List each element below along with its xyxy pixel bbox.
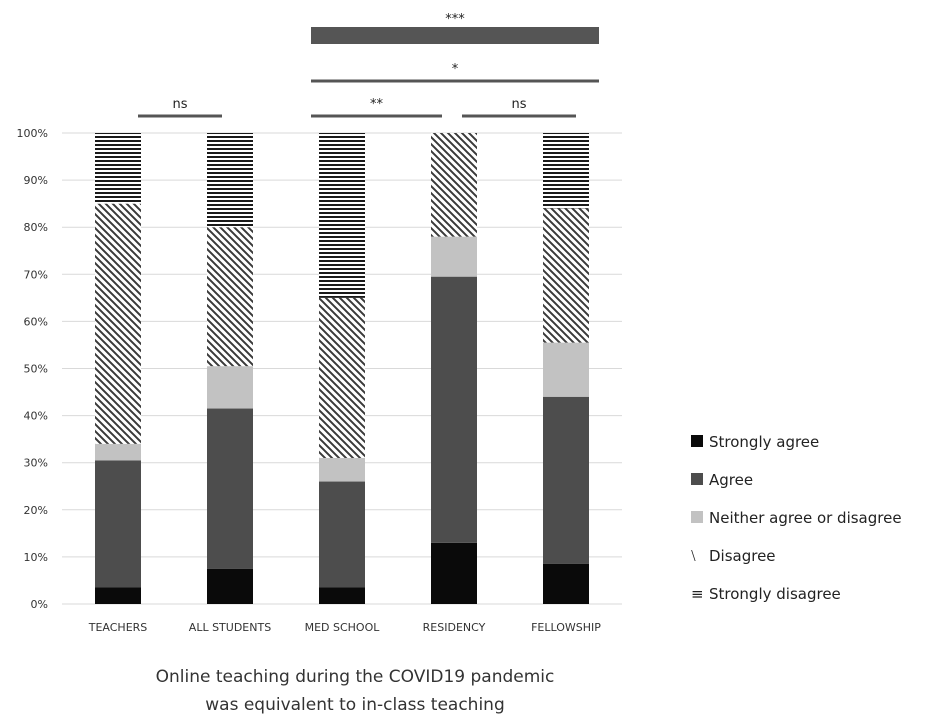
y-tick-label: 50% xyxy=(24,363,48,376)
bar-segment-strongly-disagree xyxy=(207,133,253,228)
significance-label: ns xyxy=(511,97,526,112)
bar-segment-agree xyxy=(319,481,365,588)
legend-swatch xyxy=(691,511,703,523)
bar-segment-neither-agree-or-disagree xyxy=(207,366,253,409)
y-tick-label: 30% xyxy=(24,457,48,470)
bar-segment-disagree xyxy=(431,133,477,237)
bar-segment-neither-agree-or-disagree xyxy=(543,342,589,397)
y-tick-label: 60% xyxy=(24,315,48,328)
y-tick-label: 70% xyxy=(24,268,48,281)
significance-label: ns xyxy=(172,97,187,112)
x-category-label: MED SCHOOL xyxy=(305,621,381,634)
bar-segment-strongly-agree xyxy=(207,568,253,604)
y-tick-label: 40% xyxy=(24,410,48,423)
bar-segment-strongly-disagree xyxy=(543,133,589,209)
legend-swatch xyxy=(691,435,703,447)
bar-segment-neither-agree-or-disagree xyxy=(431,236,477,277)
legend-label: Neither agree or disagree xyxy=(709,509,902,527)
legend-strongly-disagree-glyph: ≡ xyxy=(691,585,704,603)
y-tick-label: 20% xyxy=(24,504,48,517)
chart-title-line: Online teaching during the COVID19 pande… xyxy=(156,667,555,687)
x-category-label: TEACHERS xyxy=(88,621,148,634)
legend-label: Agree xyxy=(709,471,753,489)
significance-bar xyxy=(311,27,599,44)
y-tick-label: 100% xyxy=(17,127,48,140)
y-tick-label: 10% xyxy=(24,551,48,564)
x-category-label: RESIDENCY xyxy=(423,621,486,634)
bar-segment-agree xyxy=(207,408,253,569)
legend-label: Strongly disagree xyxy=(709,585,841,603)
legend-disagree-glyph: ⧵ xyxy=(691,547,696,565)
bar-segment-strongly-agree xyxy=(543,563,589,604)
bar-segment-neither-agree-or-disagree xyxy=(319,457,365,482)
legend-swatch xyxy=(691,473,703,485)
x-category-label: FELLOWSHIP xyxy=(531,621,601,634)
chart-title-line: was equivalent to in-class teaching xyxy=(205,695,505,715)
x-category-label: ALL STUDENTS xyxy=(189,621,271,634)
legend-label: Strongly agree xyxy=(709,433,819,451)
legend-label: Disagree xyxy=(709,547,776,565)
bar-segment-agree xyxy=(431,276,477,543)
significance-label: ** xyxy=(370,97,384,112)
y-tick-label: 90% xyxy=(24,174,48,187)
bar-segment-disagree xyxy=(319,297,365,458)
bar-segment-agree xyxy=(543,396,589,564)
significance-label: * xyxy=(452,62,459,77)
bar-segment-strongly-agree xyxy=(95,587,141,604)
bar-segment-strongly-agree xyxy=(319,587,365,604)
bar-segment-disagree xyxy=(543,208,589,343)
y-tick-label: 80% xyxy=(24,221,48,234)
bar-segment-strongly-disagree xyxy=(319,133,365,298)
bar-segment-strongly-agree xyxy=(431,542,477,604)
bar-segment-neither-agree-or-disagree xyxy=(95,443,141,461)
bar-segment-agree xyxy=(95,460,141,588)
bar-segment-strongly-disagree xyxy=(95,133,141,204)
bar-segment-disagree xyxy=(207,227,253,367)
y-tick-label: 0% xyxy=(31,598,48,611)
bar-segment-disagree xyxy=(95,203,141,444)
significance-label: *** xyxy=(445,12,465,27)
